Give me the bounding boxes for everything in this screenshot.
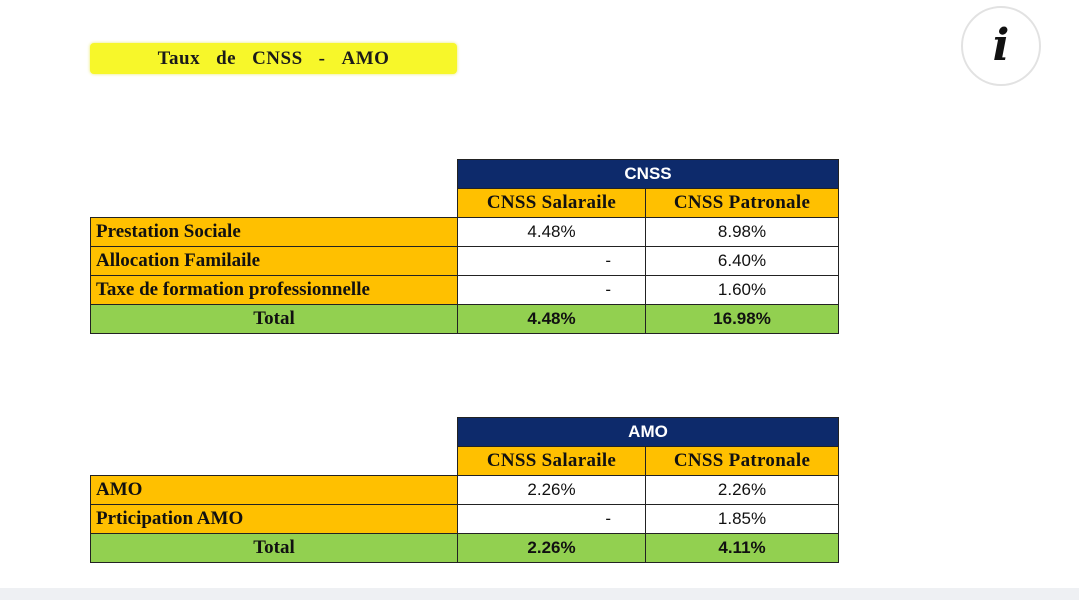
table-row: Prestation Sociale 4.48% 8.98%	[90, 217, 840, 247]
salariale-value: 4.48%	[457, 217, 646, 247]
patronale-value: 8.98%	[644, 217, 840, 247]
row-label: Prestation Sociale	[90, 217, 458, 247]
total-label: Total	[90, 304, 458, 334]
row-label: Taxe de formation professionnelle	[90, 275, 458, 305]
patronale-value: 2.26%	[644, 475, 840, 505]
row-label: AMO	[90, 475, 458, 505]
cnss-table: CNSS CNSS Salaraile CNSS Patronale Prest…	[90, 159, 840, 334]
amo-table: AMO CNSS Salaraile CNSS Patronale AMO 2.…	[90, 417, 840, 563]
row-label: Prticipation AMO	[90, 504, 458, 534]
total-patronale: 16.98%	[644, 304, 840, 334]
title-word: de	[216, 47, 237, 69]
col-header-salariale: CNSS Salaraile	[457, 188, 646, 218]
title-separator: -	[318, 47, 326, 69]
total-patronale: 4.11%	[644, 533, 840, 563]
title-word: AMO	[341, 47, 390, 69]
patronale-value: 6.40%	[644, 246, 840, 276]
empty-cell	[91, 189, 458, 218]
cnss-group-header: CNSS	[456, 159, 840, 189]
col-header-patronale: CNSS Patronale	[644, 188, 840, 218]
table-row: Taxe de formation professionnelle - 1.60…	[90, 275, 840, 305]
empty-cell	[91, 160, 458, 189]
total-salariale: 2.26%	[457, 533, 646, 563]
amo-group-header: AMO	[456, 417, 840, 447]
title-word: Taux	[157, 47, 201, 69]
page-title: Taux de CNSS - AMO	[90, 43, 457, 74]
total-salariale: 4.48%	[457, 304, 646, 334]
patronale-value: 1.60%	[644, 275, 840, 305]
salariale-value: -	[457, 504, 646, 534]
col-header-salariale: CNSS Salaraile	[457, 446, 646, 476]
salariale-value: -	[457, 275, 646, 305]
col-header-patronale: CNSS Patronale	[644, 446, 840, 476]
total-row: Total 2.26% 4.11%	[90, 533, 840, 563]
table-row: Prticipation AMO - 1.85%	[90, 504, 840, 534]
table-row: AMO 2.26% 2.26%	[90, 475, 840, 505]
row-label: Allocation Familaile	[90, 246, 458, 276]
empty-cell	[91, 447, 458, 476]
title-word: CNSS	[252, 47, 303, 69]
total-label: Total	[90, 533, 458, 563]
info-icon: i	[992, 20, 1010, 71]
patronale-value: 1.85%	[644, 504, 840, 534]
total-row: Total 4.48% 16.98%	[90, 304, 840, 334]
empty-cell	[91, 418, 458, 447]
bottom-strip	[0, 588, 1079, 600]
info-button[interactable]: i	[961, 6, 1041, 86]
table-row: Allocation Familaile - 6.40%	[90, 246, 840, 276]
salariale-value: -	[457, 246, 646, 276]
salariale-value: 2.26%	[457, 475, 646, 505]
